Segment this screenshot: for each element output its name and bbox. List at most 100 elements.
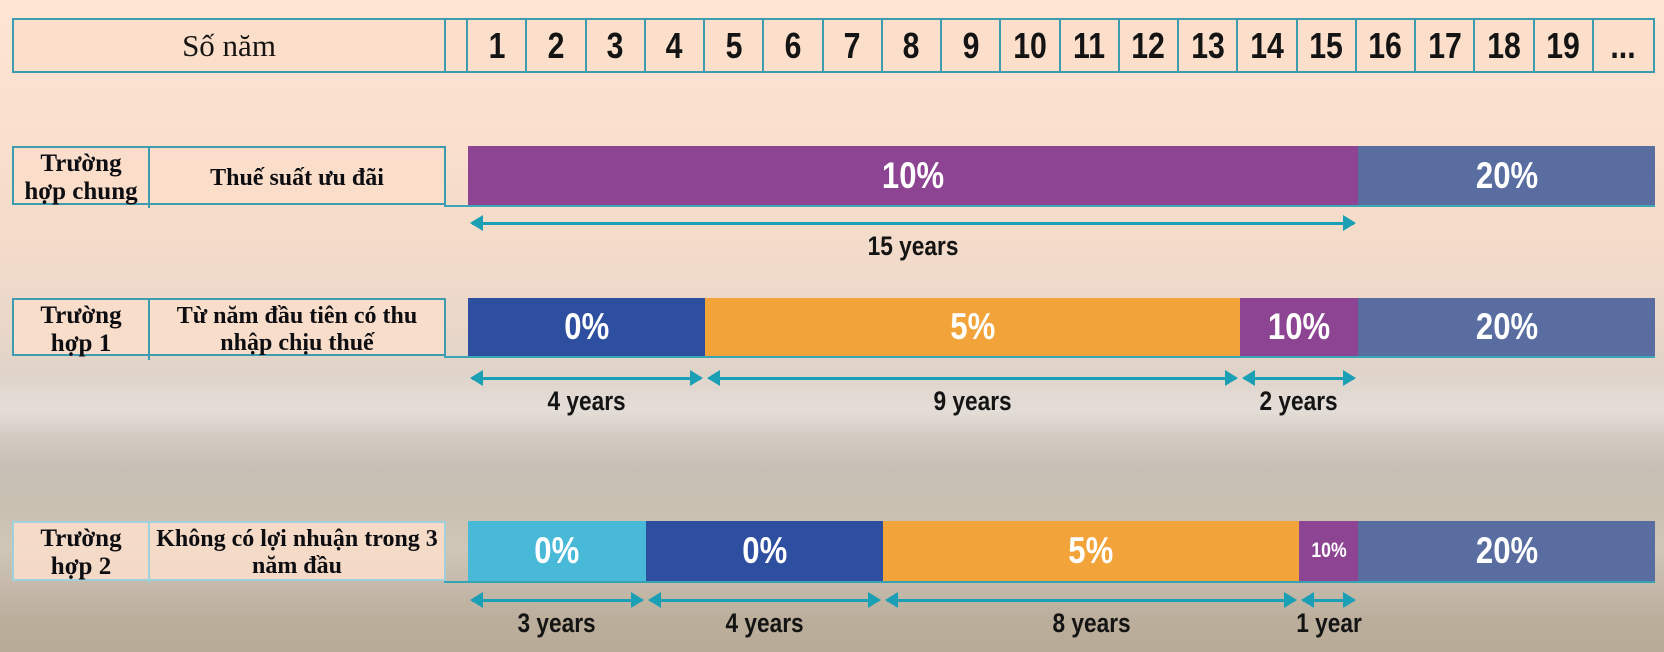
year-header-cell-text: 4 (665, 24, 683, 66)
duration-arrow (707, 370, 1238, 386)
years-header-table: Số năm 1 2 3 4 5 6 7 8 9 10 11 12 13 14 15 16 17 18 19... (12, 18, 1655, 73)
year-header-cell-text: 5 (725, 24, 743, 66)
rate-segment-20pct-text: 20% (1475, 530, 1538, 571)
case-description-cell: Không có lợi nhuận trong 3 năm đầu (150, 523, 444, 583)
duration-label-text: 9 years (933, 386, 1012, 416)
year-header-cell-text: 7 (843, 24, 861, 66)
arrow-head-right-icon (868, 592, 882, 608)
duration-label: 15 years (472, 231, 1354, 262)
duration-arrow (885, 592, 1297, 608)
rate-segment-0pct: 0% (646, 521, 884, 581)
year-header-cell: 14 (1238, 20, 1298, 71)
rate-segment-0pct: 0% (468, 521, 647, 581)
arrow-head-right-icon (1343, 370, 1357, 386)
year-header-cell-text: ... (1610, 24, 1636, 66)
years-header-spacer (446, 20, 468, 71)
year-header-cell: 9 (942, 20, 1002, 71)
arrow-head-left-icon (648, 592, 662, 608)
arrow-head-left-icon (1241, 370, 1255, 386)
rate-segment-10pct-text: 10% (1267, 306, 1330, 347)
case-name-cell: Trường hợp 2 (14, 523, 150, 583)
year-header-cell: 1 (468, 20, 528, 71)
year-header-cell-text: 9 (962, 24, 980, 66)
year-header-cell: 7 (824, 20, 883, 71)
duration-label: 9 years (709, 386, 1235, 417)
year-header-cell-text: 19 (1546, 24, 1580, 66)
case-name-cell-text: Trường hợp chung (24, 150, 138, 205)
rate-bars: 10% 20% (444, 146, 1655, 207)
case-description-cell: Từ năm đầu tiên có thu nhập chịu thuế (150, 300, 444, 360)
duration-arrow (1300, 592, 1357, 608)
year-header-cell-text: 18 (1487, 24, 1521, 66)
year-header-cell-text: 16 (1368, 24, 1403, 66)
case-label-table: Trường hợp 1 Từ năm đầu tiên có thu nhập … (12, 298, 446, 360)
arrow-head-right-icon (1224, 370, 1238, 386)
arrow-head-right-icon (1283, 592, 1297, 608)
year-header-cell: 8 (883, 20, 942, 71)
arrow-head-right-icon (1343, 592, 1357, 608)
year-header-cell-text: 13 (1190, 24, 1225, 66)
year-header-cell-text: 3 (606, 24, 624, 66)
rate-segment-5pct-text: 5% (1068, 530, 1114, 571)
duration-label: 4 years (650, 608, 879, 639)
rate-segment-10pct-text: 10% (882, 154, 945, 196)
year-header-cell: ... (1594, 20, 1653, 71)
year-header-cell: 18 (1475, 20, 1535, 71)
case-name-cell: Trường hợp 1 (14, 300, 150, 360)
duration-arrow (648, 592, 882, 608)
case-name-cell: Trường hợp chung (14, 148, 150, 208)
case-description-cell: Thuế suất ưu đãi (150, 148, 444, 208)
year-header-cell: 16 (1357, 20, 1416, 71)
duration-arrow (470, 592, 645, 608)
rate-bars: 0% 5% 10% 20% (444, 298, 1655, 358)
year-header-cell-text: 8 (902, 24, 920, 66)
arrow-head-right-icon (690, 370, 704, 386)
rate-segment-10pct: 10% (1239, 298, 1359, 356)
case-label-table: Trường hợp 2 Không có lợi nhuận trong 3 n… (12, 521, 446, 583)
arrow-head-right-icon (631, 592, 645, 608)
years-axis-label-text: Số năm (182, 27, 276, 63)
case-label-table: Trường hợp chung Thuế suất ưu đãi (12, 146, 446, 208)
arrow-head-left-icon (885, 592, 899, 608)
year-header-cell-text: 1 (488, 24, 506, 66)
rate-segment-20pct-text: 20% (1475, 306, 1538, 347)
case-name-cell-text: Trường hợp 2 (40, 525, 122, 580)
arrow-head-left-icon (707, 370, 721, 386)
duration-label: 3 years (472, 608, 642, 639)
duration-arrow (470, 370, 704, 386)
year-header-cell-text: 15 (1309, 24, 1343, 66)
year-header-cell: 6 (764, 20, 824, 71)
duration-label: 8 years (887, 608, 1294, 639)
duration-arrow (1241, 370, 1357, 386)
rate-segment-0pct-text: 0% (534, 530, 580, 571)
rate-segment-20pct: 20% (1358, 521, 1655, 581)
years-axis-label: Số năm (14, 20, 446, 71)
rate-segment-20pct: 20% (1358, 298, 1655, 356)
case-description-cell-text: Từ năm đầu tiên có thu nhập chịu thuế (176, 303, 418, 356)
rate-segment-10pct: 10% (1298, 521, 1359, 581)
year-header-cell-text: 11 (1073, 24, 1106, 66)
arrow-head-left-icon (470, 592, 483, 608)
rate-segment-0pct: 0% (468, 298, 706, 356)
duration-label-text: 4 years (547, 386, 626, 416)
arrow-head-right-icon (1343, 215, 1357, 231)
duration-label: 4 years (472, 386, 701, 417)
year-header-cell-text: 17 (1427, 24, 1462, 66)
year-header-cell: 15 (1298, 20, 1357, 71)
rate-bars: 0% 0% 5% 10% 20% (444, 521, 1655, 583)
year-header-cell: 12 (1120, 20, 1179, 71)
duration-label-text: 1 year (1295, 608, 1362, 638)
year-header-cell: 11 (1061, 20, 1120, 71)
rate-segment-5pct-text: 5% (949, 306, 995, 347)
year-columns: 1 2 3 4 5 6 7 8 9 10 11 12 13 14 15 16 17 18 19... (468, 20, 1653, 71)
rate-segment-0pct-text: 0% (564, 306, 610, 347)
year-header-cell: 17 (1416, 20, 1476, 71)
rate-segment-20pct-text: 20% (1475, 154, 1538, 196)
year-header-cell-text: 2 (547, 24, 565, 66)
duration-label-text: 3 years (517, 608, 597, 638)
case-description-cell-text: Không có lợi nhuận trong 3 năm đầu (156, 526, 438, 579)
